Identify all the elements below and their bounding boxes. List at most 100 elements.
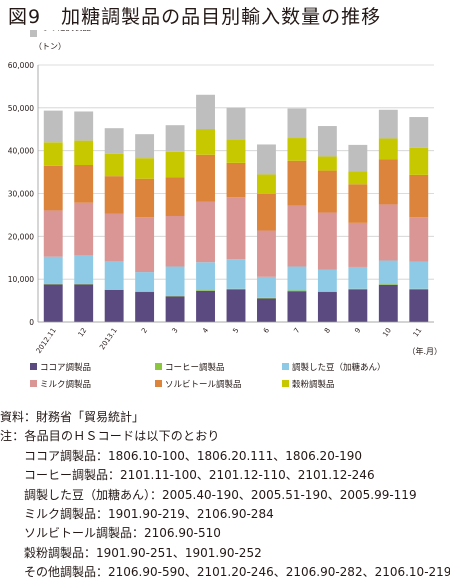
hs-code-sorbitol: ソルビトール調製品：2106.90-510 (24, 526, 221, 541)
x-tick-label: 4 (201, 326, 210, 335)
bar-segment (135, 134, 155, 159)
legend: ココア調製品 コーヒー調製品 調製した豆（加糖あん） ミルク調製品 ソルビトール調製品 穀… (30, 30, 386, 390)
bar-segment (74, 165, 94, 203)
y-tick-label: 30,000 (8, 190, 34, 199)
bar-segment (409, 117, 429, 148)
y-tick-label: 0 (29, 318, 34, 327)
x-tick-label: 12 (77, 327, 89, 339)
bar-segment (74, 202, 94, 256)
bar-segment (104, 176, 124, 214)
y-tick-label: 10,000 (8, 275, 34, 284)
bar-segment (43, 165, 63, 211)
legend-label: その他調製品 (40, 30, 91, 33)
bar-segment (348, 222, 368, 267)
x-tick-label: 3 (171, 327, 180, 335)
legend-label: ココア調製品 (40, 362, 91, 373)
bar-segment (378, 284, 398, 322)
notes-block: 資料：財務省「貿易統計」 注：各品目のＨＳコードは以下のとおり ココア調製品：1… (0, 408, 450, 583)
bar-segment (74, 283, 94, 285)
bar-segment (287, 266, 307, 291)
bar-segment (317, 156, 337, 171)
bar-segment (257, 193, 276, 231)
bar-segment (196, 290, 215, 291)
hs-code-other: その他調製品：2106.90-590、2101.20-246、2106.90-2… (24, 565, 450, 580)
bar-segment (348, 171, 368, 185)
x-tick-label: 9 (353, 327, 362, 335)
bar-segment (287, 138, 307, 161)
bar-segment (287, 290, 307, 292)
y-tick-label: 40,000 (8, 147, 34, 156)
hs-code-beans: 調製した豆（加糖あん）：2005.40-190、2005.51-190、2005… (24, 487, 417, 502)
bar-segment (104, 213, 124, 262)
bar-segment (257, 230, 276, 277)
bar-segment (226, 107, 246, 140)
legend-swatch (30, 363, 37, 370)
bar-segment (378, 204, 398, 261)
bar-segment (43, 283, 63, 285)
legend-label: コーヒー調製品 (165, 362, 225, 373)
bar-segment (257, 297, 276, 299)
bar-segment (165, 296, 185, 322)
bar-segment (196, 94, 215, 130)
bar-segment (196, 262, 215, 291)
x-tick-label: 7 (292, 327, 301, 335)
hs-code-coffee: コーヒー調製品：2101.11-100、2101.12-110、2101.12-… (24, 468, 375, 483)
bar-segment (378, 159, 398, 205)
bar-segment (74, 255, 94, 284)
bar-segment (104, 128, 124, 154)
x-tick-label: 2 (140, 327, 149, 335)
legend-label: 穀粉調製品 (292, 379, 335, 390)
legend-swatch (282, 363, 289, 370)
bar-segment (317, 269, 337, 292)
bar-segment (409, 174, 429, 218)
bar-segment (104, 289, 124, 322)
bar-segment (348, 288, 368, 290)
hs-code-milk: ミルク調製品：1901.90-219、2106.90-284 (24, 507, 274, 522)
bar-segment (257, 298, 276, 322)
bar-segment (287, 108, 307, 139)
bar-segment (196, 201, 215, 263)
legend-swatch (30, 30, 37, 37)
bar-segment (104, 261, 124, 290)
bar-segment (287, 291, 307, 322)
bar-segment (287, 205, 307, 267)
bar-segment (348, 266, 368, 289)
bar-segment (135, 292, 155, 322)
bar-segment (135, 272, 155, 292)
bar-segment (409, 288, 429, 290)
legend-label: 調製した豆（加糖あん） (292, 362, 386, 373)
bar-segment (196, 154, 215, 202)
y-tick-label: 50,000 (8, 104, 34, 113)
bar-segment (165, 151, 185, 178)
bar-segment (409, 217, 429, 262)
bar-segment (378, 260, 398, 285)
bar-segment (165, 215, 185, 267)
bar-segment (409, 261, 429, 289)
legend-swatch (282, 380, 289, 387)
bar-segment (378, 138, 398, 160)
bar-segment (226, 259, 246, 289)
x-tick-label: 2012.11 (35, 327, 58, 355)
x-tick-label: 10 (381, 327, 393, 339)
bar-segment (43, 110, 63, 143)
bar-segment (317, 291, 337, 293)
x-tick-label: 6 (262, 326, 271, 335)
bar-segment (74, 111, 94, 141)
chart-title: 図9 加糖調製品の品目別輸入数量の推移 (8, 6, 382, 28)
bar-segment (43, 256, 63, 284)
bar-segment (226, 197, 246, 260)
hs-code-note-heading: 注：各品目のＨＳコードは以下のとおり (0, 429, 220, 444)
hs-code-cocoa: ココア調製品：1806.10-100、1806.20.111、1806.20-1… (24, 448, 363, 463)
bar-segment (257, 276, 276, 298)
bar-segment (348, 144, 368, 172)
bar-segment (165, 266, 185, 296)
bar-segment (409, 147, 429, 175)
bar-segment (348, 184, 368, 223)
bar-segment (287, 160, 307, 206)
bar-segment (317, 126, 337, 157)
x-tick-label: 2013.1 (98, 327, 119, 352)
legend-label: ソルビトール調製品 (165, 379, 242, 390)
bar-segment (43, 142, 63, 166)
bar-segment (74, 140, 94, 166)
x-unit-label: （年.月） (407, 346, 442, 356)
